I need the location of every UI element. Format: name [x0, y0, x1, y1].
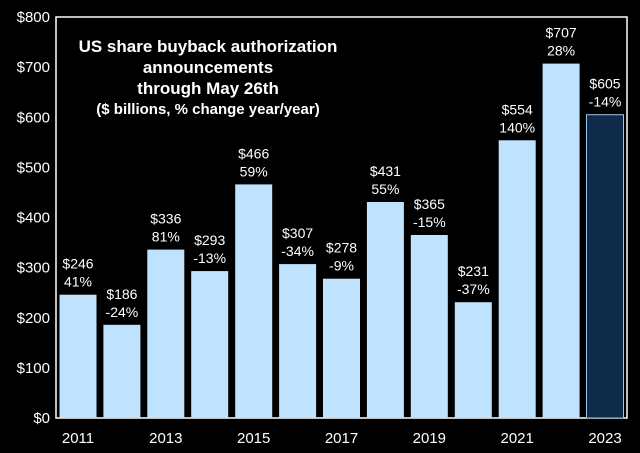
value-label-2022: $707 — [546, 25, 577, 41]
pct-label-2011: 41% — [64, 274, 92, 290]
bar-2016 — [279, 264, 317, 418]
value-label-2020: $231 — [458, 263, 489, 279]
title-line-1: US share buyback authorization — [79, 37, 338, 56]
pct-label-2023: -14% — [589, 94, 622, 110]
x-axis: 2011 2013 2015 2017 2019 2021 2023 — [62, 430, 622, 447]
value-label-2023: $605 — [589, 76, 620, 92]
bar-2013 — [147, 249, 185, 418]
pct-label-2016: -34% — [281, 243, 314, 259]
value-label-2011: $246 — [62, 256, 93, 272]
chart-subtitle: ($ billions, % change year/year) — [96, 101, 319, 118]
pct-label-2022: 28% — [547, 43, 575, 59]
x-tick-label-2013: 2013 — [149, 430, 182, 447]
x-tick-label-2015: 2015 — [237, 430, 270, 447]
value-label-2015: $466 — [238, 145, 269, 161]
y-axis: $0 $100 $200 $300 $400 $500 $600 $700 $800 — [17, 9, 50, 427]
bar-2012 — [103, 324, 141, 418]
x-tick-label-2021: 2021 — [501, 430, 534, 447]
bar-2022 — [542, 63, 580, 418]
y-tick-label: $200 — [17, 310, 50, 327]
pct-label-2014: -13% — [193, 250, 226, 266]
value-label-2016: $307 — [282, 225, 313, 241]
pct-label-2020: -37% — [457, 281, 490, 297]
pct-label-2017: -9% — [329, 258, 354, 274]
y-tick-label: $600 — [17, 109, 50, 126]
y-tick-label: $100 — [17, 360, 50, 377]
value-label-2017: $278 — [326, 240, 357, 256]
y-tick-label: $400 — [17, 210, 50, 227]
bar-2011 — [59, 294, 97, 418]
bars-group — [59, 63, 624, 419]
x-tick-label-2011: 2011 — [62, 430, 94, 447]
pct-label-2021: 140% — [499, 119, 535, 135]
data-labels-group: $246 41% $186 -24% $336 81% $293 -13% $466 59% $30… — [62, 25, 621, 320]
bar-2023 — [586, 114, 624, 419]
value-label-2021: $554 — [502, 101, 533, 117]
y-tick-label: $0 — [33, 410, 50, 427]
value-label-2018: $431 — [370, 163, 401, 179]
bar-2019 — [410, 235, 448, 418]
x-tick-label-2023: 2023 — [588, 430, 621, 447]
x-tick-label-2019: 2019 — [413, 430, 446, 447]
y-tick-label: $300 — [17, 260, 50, 277]
bar-2014 — [191, 271, 229, 418]
y-tick-label: $800 — [17, 9, 50, 26]
bar-2017 — [323, 278, 360, 418]
value-label-2019: $365 — [414, 196, 445, 212]
value-label-2013: $336 — [150, 211, 181, 227]
pct-label-2018: 55% — [371, 181, 399, 197]
bar-2021 — [498, 140, 536, 419]
bar-2018 — [366, 202, 404, 418]
pct-label-2013: 81% — [152, 229, 180, 245]
title-line-3: through May 26th — [137, 79, 279, 98]
x-tick-label-2017: 2017 — [325, 430, 358, 447]
title-line-2: announcements — [143, 58, 273, 77]
pct-label-2015: 59% — [240, 163, 268, 179]
value-label-2014: $293 — [194, 232, 225, 248]
value-label-2012: $186 — [106, 286, 137, 302]
pct-label-2012: -24% — [106, 304, 139, 320]
pct-label-2019: -15% — [413, 214, 446, 230]
chart-title: US share buyback authorization announcem… — [79, 37, 338, 118]
y-tick-label: $700 — [17, 59, 50, 76]
bar-2015 — [235, 184, 273, 418]
y-tick-label: $500 — [17, 159, 50, 176]
bar-2020 — [454, 302, 492, 418]
